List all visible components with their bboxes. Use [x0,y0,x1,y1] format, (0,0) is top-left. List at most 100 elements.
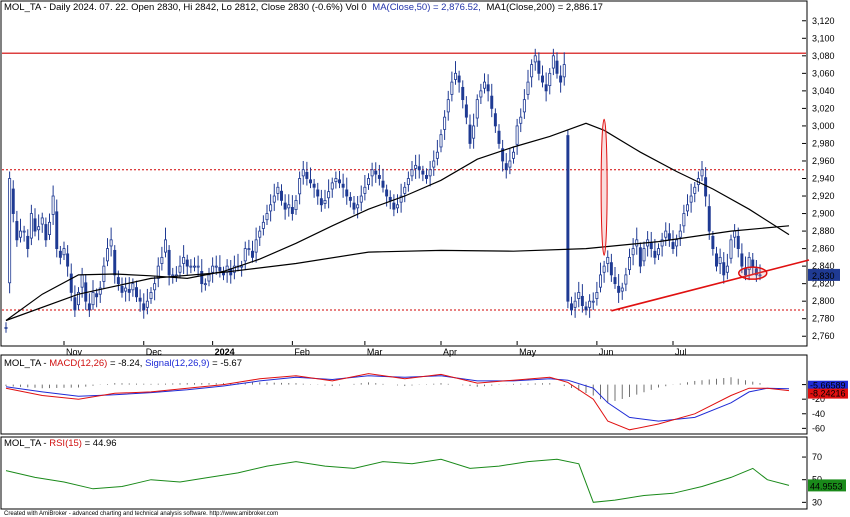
candle-body [642,248,646,262]
candle-body [399,195,403,203]
price-tick-label: 3,040 [812,86,835,96]
macd-tick-label: -40 [812,409,825,419]
macd-value-badge [808,388,848,399]
candle-body [671,242,675,250]
candle-body [261,221,265,229]
candle-body [388,196,392,201]
candle-body [149,292,153,299]
candle-body [196,265,200,268]
candle-body [69,273,73,293]
candle-body [363,186,367,194]
candle-body [584,306,588,311]
candle-body [417,166,421,171]
ma50-label: MA(Close,50) = 2,876.52, [372,2,481,13]
candle-body [638,247,642,267]
candle-body [758,274,762,277]
candle-body [736,235,740,250]
candle-body [425,175,428,179]
candle-body [356,204,360,209]
x-tick-label: Dec [146,347,163,357]
candle-body [62,248,66,256]
candle-body [483,81,486,89]
macd-value-label: -8.24216 [810,389,846,399]
price-pane [0,0,808,347]
uptrend-line [611,259,810,312]
candle-body [381,180,385,188]
candle-body [555,60,559,74]
candle-body [570,303,573,311]
support-resistance-lines [2,52,806,311]
ma200-line [5,225,790,322]
candle-body [515,125,519,145]
candle-body [156,265,160,279]
x-tick-label: Jul [675,347,687,357]
candle-body [715,253,718,267]
candle-body [747,256,751,271]
candle-body [131,283,135,291]
candle-body [352,202,356,210]
macd-value: = -8.24, [107,358,145,369]
candle-body [693,186,697,194]
x-tick-label: Nov [66,347,83,357]
candle-body [167,249,171,276]
candle-body [15,221,19,241]
price-tick-label: 3,100 [812,33,835,43]
candle-body [675,239,679,247]
candle-body [606,256,610,264]
candle-body [704,177,708,197]
candle-body [55,211,59,250]
x-axis: Nov Dec 2024 Feb Mar Apr May Jun Jul [63,341,687,357]
candle-body [493,113,497,127]
candle-body [232,265,236,273]
candle-body [682,213,686,227]
candle-body [461,86,465,101]
macd-pane [0,354,808,435]
candle-body [660,239,664,247]
candle-body [323,200,327,204]
candle-body [613,277,617,285]
candle-body [751,259,755,267]
candle-body [178,265,182,273]
footer-credit: Created with AmiBroker - advanced charti… [4,511,278,517]
candle-body [312,183,316,188]
price-summary: MOL_TA - Daily 2024. 07. 22. Open 2830, … [4,2,367,13]
candle-body [22,230,26,233]
rsi-value: = 44.96 [82,438,117,449]
candle-body [33,218,37,232]
candle-body [58,250,62,258]
signal-value-label: -5.66589 [810,381,846,391]
candle-body [189,265,193,268]
candle-body [512,151,515,159]
candle-body [628,256,631,271]
candle-body [272,195,276,203]
candle-body [533,55,537,63]
candle-body [602,265,606,273]
candle-body [414,164,418,169]
rsi-label: RSI(15) [49,438,82,449]
candle-body [595,292,599,299]
last-price-label: 2,830 [812,271,835,281]
candle-body [287,204,291,209]
candle-body [580,295,584,306]
candle-body [19,230,22,238]
candle-body [443,116,447,130]
candle-body [718,256,722,264]
candle-body [457,75,461,83]
macd-prefix: MOL_TA - [4,358,49,369]
candle-body [153,283,157,291]
ma200-label: MA1(Close,200) = 2,886.17 [486,2,602,13]
candle-body [446,99,450,113]
candle-body [145,300,149,308]
candle-body [522,99,526,113]
candle-body [26,235,30,250]
candle-body [490,95,494,109]
candle-body [591,300,595,303]
candle-body [345,189,349,197]
macd-plot: -5.66589-8.24216 [5,373,848,431]
candle-body [48,221,51,235]
candle-body [374,170,378,175]
candle-body [385,189,389,197]
candle-body [562,64,566,78]
x-tick-label: May [519,347,537,357]
candle-body [240,265,244,268]
